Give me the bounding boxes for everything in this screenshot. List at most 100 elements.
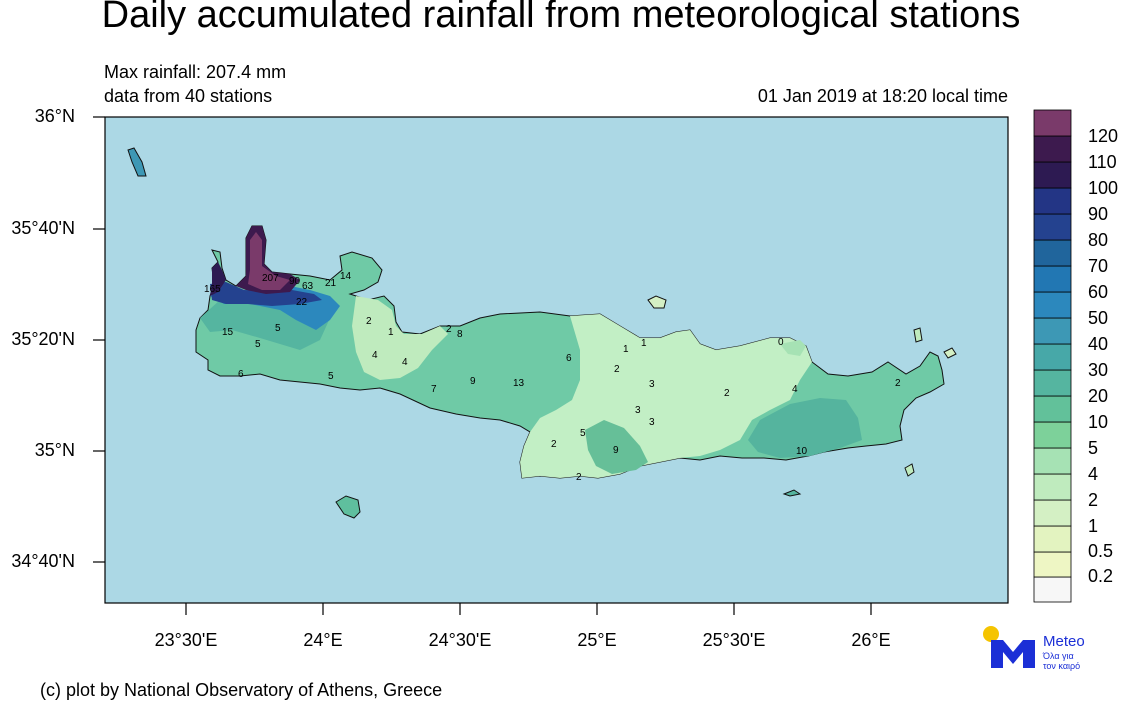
colorbar-cell	[1033, 551, 1072, 578]
lat-label: 34°40'N	[11, 551, 75, 571]
colorbar-cell	[1033, 239, 1072, 267]
stations-count-text: data from 40 stations	[104, 86, 273, 106]
colorbar-label: 90	[1088, 204, 1109, 224]
copyright-footer: (c) plot by National Observatory of Athe…	[40, 680, 443, 700]
colorbar-cell	[1033, 265, 1072, 293]
lon-label: 25°30'E	[702, 630, 766, 650]
meteo-logo-icon	[983, 626, 1035, 668]
islet-chrysi	[782, 489, 802, 497]
logo-tagline-1: Όλα για	[1043, 651, 1074, 661]
station-value: 15	[222, 327, 234, 338]
islet-dia	[647, 295, 667, 309]
station-value: 22	[296, 297, 308, 308]
colorbar-cell	[1033, 473, 1072, 501]
colorbar-cell	[1033, 499, 1072, 527]
rain-zone-wet-east	[748, 398, 862, 458]
colorbar-label: 50	[1088, 308, 1109, 328]
colorbar-label: 1	[1088, 516, 1099, 536]
station-value: 10	[796, 446, 808, 457]
station-value: 2	[895, 378, 901, 389]
station-value: 21	[325, 278, 337, 289]
map-title: Daily accumulated rainfall from meteorol…	[101, 0, 1021, 36]
lat-label: 35°N	[34, 440, 75, 460]
meteo-m-icon	[991, 640, 1035, 668]
station-value: 13	[513, 378, 525, 389]
station-value: 4	[402, 357, 408, 368]
colorbar-label: 120	[1088, 126, 1119, 146]
station-value: 8	[457, 329, 463, 340]
colorbar-cell	[1033, 317, 1072, 345]
logo-brand-name: Meteo	[1043, 633, 1085, 650]
station-labels: 207 90 63 21 14 165 22 15 5 5 6 5 2 1 4 …	[204, 271, 901, 483]
colorbar-label: 70	[1088, 256, 1109, 276]
colorbar-cell	[1033, 421, 1072, 449]
colorbar-cell	[1033, 135, 1072, 163]
colorbar-label: 40	[1088, 334, 1109, 354]
lat-label: 35°40'N	[11, 218, 75, 238]
lon-label: 24°E	[303, 630, 343, 650]
colorbar-cell	[1033, 213, 1072, 241]
rain-zone-peak-rodopou	[248, 232, 290, 290]
lat-tick-marks	[93, 116, 105, 563]
station-value: 14	[340, 271, 352, 282]
station-value: 3	[649, 379, 655, 390]
islet-gavdos	[335, 495, 361, 519]
max-rainfall-text: Max rainfall: 207.4 mm	[104, 62, 287, 82]
station-value: 2	[724, 388, 730, 399]
colorbar-label: 0.5	[1088, 541, 1114, 561]
islet-east	[913, 327, 923, 343]
timestamp-text: 01 Jan 2019 at 18:20 local time	[757, 86, 1008, 106]
lon-label: 24°30'E	[428, 630, 492, 650]
station-value: 2	[446, 324, 452, 335]
station-value: 63	[302, 281, 314, 292]
station-value: 1	[623, 344, 629, 355]
station-value: 5	[580, 428, 586, 439]
station-value: 5	[255, 339, 261, 350]
rain-zone-low-rethymno	[352, 296, 448, 380]
islet-dionysades	[943, 347, 957, 359]
station-value: 5	[275, 323, 281, 334]
colorbar-label: 4	[1088, 464, 1099, 484]
colorbar-cell	[1033, 109, 1072, 137]
islet-koufonisi	[904, 463, 915, 477]
station-value: 2	[614, 364, 620, 375]
station-value: 1	[388, 327, 394, 338]
station-value: 6	[566, 353, 572, 364]
colorbar-cell	[1033, 343, 1072, 371]
colorbar-label: 30	[1088, 360, 1109, 380]
colorbar-cell	[1033, 187, 1072, 215]
lon-label: 26°E	[851, 630, 891, 650]
map-frame	[104, 116, 1009, 604]
station-value: 3	[649, 417, 655, 428]
colorbar-label: 5	[1088, 438, 1099, 458]
station-value: 207	[262, 273, 279, 284]
station-value: 2	[366, 316, 372, 327]
colorbar-label: 80	[1088, 230, 1109, 250]
colorbar-label: 60	[1088, 282, 1109, 302]
colorbar-label: 0.2	[1088, 566, 1114, 586]
station-value: 165	[204, 284, 221, 295]
rain-zone-extreme-gramvousa	[210, 262, 226, 296]
colorbar-cell	[1033, 447, 1072, 475]
colorbar-cell	[1033, 576, 1072, 603]
colorbar-cell	[1033, 525, 1072, 553]
islet-antikythira	[127, 147, 147, 177]
lat-label: 35°20'N	[11, 329, 75, 349]
station-value: 1	[641, 338, 647, 349]
station-value: 6	[238, 369, 244, 380]
colorbar-label: 20	[1088, 386, 1109, 406]
station-value: 7	[431, 384, 437, 395]
station-value: 3	[635, 405, 641, 416]
colorbar-label: 10	[1088, 412, 1109, 432]
meteo-logo	[983, 624, 1122, 674]
rain-zone-wet-center-south	[585, 420, 648, 474]
station-value: 2	[576, 472, 582, 483]
lon-label: 23°30'E	[154, 630, 218, 650]
lon-tick-marks	[185, 603, 872, 615]
colorbar-label: 100	[1088, 178, 1119, 198]
colorbar-label: 2	[1088, 490, 1099, 510]
station-value: 2	[551, 439, 557, 450]
station-value: 9	[470, 376, 476, 387]
station-value: 9	[613, 445, 619, 456]
